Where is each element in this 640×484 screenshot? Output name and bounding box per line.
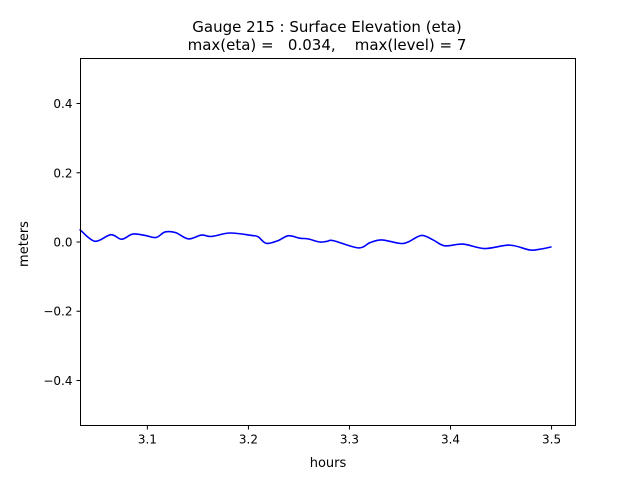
x-tick-label: 3.2 [239,433,258,447]
chart-title: Gauge 215 : Surface Elevation (eta) [192,18,461,36]
y-tick-label: 0.4 [53,97,72,111]
x-axis-label: hours [310,456,347,471]
x-tick-label: 3.3 [340,433,359,447]
y-tick-label: −0.2 [43,305,72,319]
x-tick-label: 3.5 [542,433,561,447]
plot-frame [80,58,576,426]
chart-subtitle: max(eta) = 0.034, max(level) = 7 [188,36,467,54]
y-axis-label: meters [17,221,32,267]
x-tick-label: 3.4 [441,433,460,447]
x-tick-label: 3.1 [138,433,157,447]
y-tick-label: −0.4 [43,374,72,388]
y-tick-label: 0.0 [53,236,72,250]
series-line-eta [79,229,552,252]
y-tick-label: 0.2 [53,166,72,180]
